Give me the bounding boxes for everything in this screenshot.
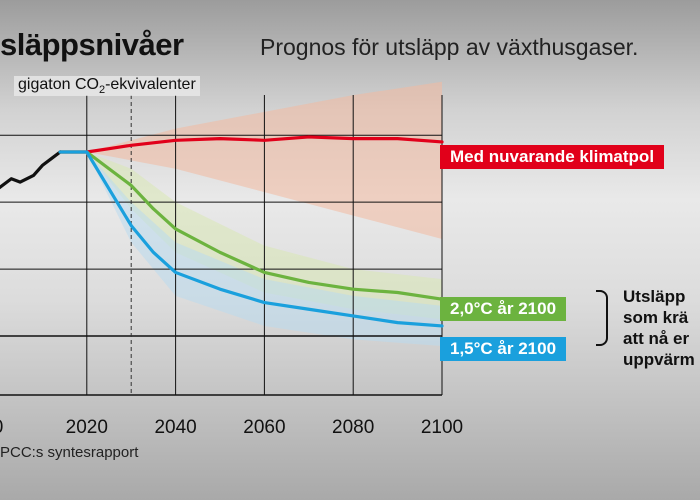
x-axis-ticks: 0 2020 2040 2060 2080 2100 — [0, 417, 463, 438]
scenario-brace — [596, 290, 608, 346]
note-line: Utsläpp — [623, 287, 686, 306]
series-line — [58, 135, 444, 154]
chart-grid — [0, 95, 443, 396]
x-tick-label: 2100 — [421, 417, 463, 438]
current-policy-label: Med nuvarande klimatpol — [440, 145, 665, 169]
series-line — [58, 150, 444, 328]
x-tick-label: 0 — [0, 417, 3, 438]
x-tick-label: 2080 — [332, 417, 374, 438]
chart-series — [0, 135, 444, 328]
note-line: uppvärm — [623, 350, 695, 369]
chart-title: släppsnivåer — [0, 27, 184, 62]
chart-subtitle: Prognos för utsläpp av växthusgaser. — [260, 34, 639, 60]
x-tick-label: 2020 — [66, 417, 108, 438]
scenario-2-0-label: 2,0°C år 2100 — [440, 297, 567, 321]
y-axis-unit: gigaton CO2-ekvivalenter — [14, 76, 200, 97]
scenario-1-5-label: 1,5°C år 2100 — [440, 337, 567, 361]
x-tick-label: 2060 — [243, 417, 285, 438]
source-credit: PCC:s syntesrapport — [0, 444, 139, 461]
note-line: att nå er — [623, 329, 690, 348]
series-line — [58, 150, 444, 301]
note-line: som krä — [623, 308, 689, 327]
x-tick-label: 2040 — [154, 417, 196, 438]
series-line — [0, 150, 62, 190]
